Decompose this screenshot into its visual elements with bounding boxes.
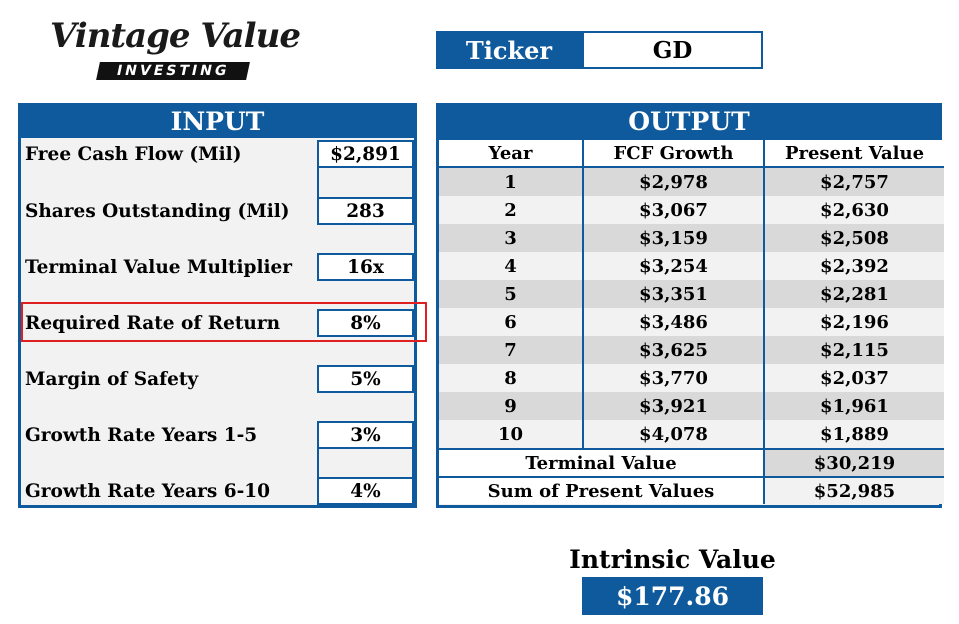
header-present-value: Present Value <box>765 140 944 168</box>
present-value-cell: $2,757 <box>765 168 944 196</box>
fcf-growth-cell: $3,921 <box>584 392 765 420</box>
header-fcf-growth: FCF Growth <box>584 140 765 168</box>
terminal-value: $30,219 <box>765 448 944 476</box>
year-cell: 6 <box>439 308 584 336</box>
label-shares-outstanding: Shares Outstanding (Mil) <box>25 201 290 222</box>
intrinsic-value: $177.86 <box>582 577 763 615</box>
output-table: Year FCF Growth Present Value <box>439 138 944 168</box>
terminal-value-label: Terminal Value <box>439 448 765 476</box>
fcf-growth-cell: $3,254 <box>584 252 765 280</box>
present-value-cell: $2,196 <box>765 308 944 336</box>
year-cell: 4 <box>439 252 584 280</box>
input-free-cash-flow[interactable]: $2,891 <box>317 140 414 168</box>
present-value-cell: $2,037 <box>765 364 944 392</box>
label-required-return: Required Rate of Return <box>25 313 281 334</box>
input-margin-safety[interactable]: 5% <box>317 365 414 393</box>
present-value-cell: $2,392 <box>765 252 944 280</box>
fcf-growth-cell: $3,486 <box>584 308 765 336</box>
present-value-cell: $2,115 <box>765 336 944 364</box>
label-terminal-multiplier: Terminal Value Multiplier <box>25 257 293 278</box>
output-rows: 1 $2,978 $2,757 2 $3,067 $2,630 3 $3,159 $2,508 4… <box>439 168 944 448</box>
input-shares-outstanding[interactable]: 283 <box>317 197 414 225</box>
input-growth-6-10[interactable]: 4% <box>317 477 414 505</box>
input-required-return[interactable]: 8% <box>317 309 414 337</box>
input-title: INPUT <box>21 106 414 138</box>
present-value-cell: $1,961 <box>765 392 944 420</box>
fcf-growth-cell: $3,067 <box>584 196 765 224</box>
input-growth-1-5[interactable]: 3% <box>317 421 414 449</box>
sum-present-values-label: Sum of Present Values <box>439 476 765 504</box>
fcf-growth-cell: $3,625 <box>584 336 765 364</box>
fcf-growth-cell: $3,770 <box>584 364 765 392</box>
year-cell: 8 <box>439 364 584 392</box>
intrinsic-title: Intrinsic Value <box>569 545 776 574</box>
logo-bar: INVESTING <box>96 62 250 80</box>
sum-row: Sum of Present Values $52,985 <box>439 476 944 504</box>
year-cell: 7 <box>439 336 584 364</box>
year-cell: 2 <box>439 196 584 224</box>
fcf-growth-cell: $3,159 <box>584 224 765 252</box>
fcf-growth-cell: $3,351 <box>584 280 765 308</box>
terminal-row: Terminal Value $30,219 <box>439 448 944 476</box>
fcf-growth-cell: $2,978 <box>584 168 765 196</box>
label-margin-safety: Margin of Safety <box>25 369 199 390</box>
year-cell: 3 <box>439 224 584 252</box>
year-cell: 10 <box>439 420 584 448</box>
present-value-cell: $2,281 <box>765 280 944 308</box>
header-year: Year <box>439 140 584 168</box>
year-cell: 1 <box>439 168 584 196</box>
logo-text: Vintage Value <box>50 16 301 56</box>
ticker-input[interactable]: GD <box>582 31 763 69</box>
year-cell: 5 <box>439 280 584 308</box>
label-growth-6-10: Growth Rate Years 6-10 <box>25 481 271 502</box>
present-value-cell: $2,508 <box>765 224 944 252</box>
input-spacer <box>317 449 414 477</box>
output-panel: OUTPUT Year FCF Growth Present Value 1 $2… <box>436 103 944 508</box>
ticker-label: Ticker <box>436 31 582 69</box>
present-value-cell: $1,889 <box>765 420 944 448</box>
present-value-cell: $2,630 <box>765 196 944 224</box>
year-cell: 9 <box>439 392 584 420</box>
fcf-growth-cell: $4,078 <box>584 420 765 448</box>
input-terminal-multiplier[interactable]: 16x <box>317 253 414 281</box>
input-spacer <box>317 168 414 197</box>
sum-present-values: $52,985 <box>765 476 944 504</box>
label-free-cash-flow: Free Cash Flow (Mil) <box>25 144 242 165</box>
output-title: OUTPUT <box>439 106 939 138</box>
highlight-box <box>21 302 427 342</box>
label-growth-1-5: Growth Rate Years 1-5 <box>25 425 258 446</box>
